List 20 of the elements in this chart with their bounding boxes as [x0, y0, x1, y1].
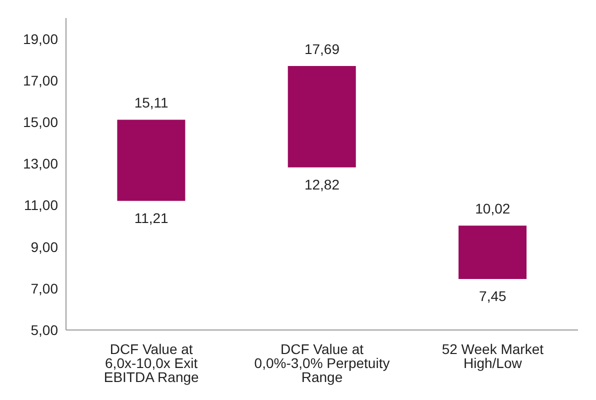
- y-tick-label: 17,00: [22, 72, 58, 88]
- bar: [117, 120, 186, 201]
- annotation: 7,45: [479, 288, 507, 304]
- x-tick-label: 52 Week Market High/Low: [442, 340, 544, 371]
- y-tick-label: 9,00: [30, 238, 58, 255]
- bar: [458, 226, 527, 280]
- bar: [288, 66, 356, 168]
- annotation: 11,21: [134, 210, 169, 226]
- annotation: 15,11: [134, 94, 169, 111]
- y-tick-label: 19,00: [22, 30, 58, 47]
- y-tick-label: 15,00: [22, 114, 58, 130]
- annotation: 17,69: [304, 41, 340, 58]
- annotation: 10,02: [475, 200, 510, 217]
- y-tick-label: 11,00: [24, 197, 58, 214]
- annotation: 12,82: [304, 176, 340, 192]
- y-tick-label: 5,00: [30, 322, 58, 338]
- y-tick-label: 7,00: [30, 280, 58, 296]
- y-tick-label: 13,00: [22, 156, 58, 172]
- x-tick-label: DCF Value at 6,0x-10,0x Exit EBITDA Range: [104, 340, 200, 385]
- x-tick-label: DCF Value at 0,0%-3,0% Perpetuity Range: [254, 340, 390, 385]
